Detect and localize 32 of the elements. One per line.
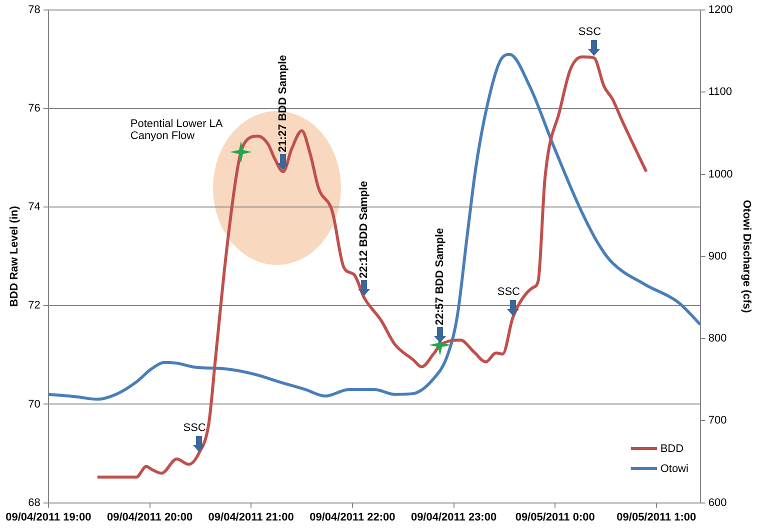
- x-tick-label: 09/04/2011 21:00: [208, 511, 294, 524]
- y-tick-label: 70: [28, 398, 40, 410]
- annotation: 21:27 BDD Sample: [277, 54, 290, 152]
- annotation: Potential Lower LA Canyon Flow: [130, 118, 224, 142]
- x-tick-label: 09/05/2011 1:00: [616, 511, 696, 524]
- y2-tick-label: 900: [708, 250, 727, 262]
- annotation: 22:12 BDD Sample: [358, 180, 370, 278]
- y2-tick-label: 1100: [708, 86, 732, 98]
- annotation: 22:57 BDD Sample: [434, 228, 446, 326]
- x-tick-label: 09/04/2011 23:00: [410, 511, 497, 524]
- y2-tick-label: 1200: [708, 4, 733, 16]
- y-tick-label: 76: [28, 102, 40, 115]
- legend-label: BDD: [660, 442, 684, 455]
- x-tick-label: 09/04/2011 22:00: [310, 511, 396, 524]
- y-axis-title: BDD Raw Level (in): [8, 206, 21, 307]
- y2-tick-label: 800: [708, 332, 727, 345]
- x-tick-label: 09/05/2011 0:00: [515, 511, 595, 524]
- x-tick-label: 09/04/2011 19:00: [6, 511, 92, 524]
- x-tick-label: 09/04/2011 20:00: [106, 511, 193, 524]
- y2-tick-label: 600: [708, 496, 727, 509]
- annotation: SSC: [497, 286, 520, 298]
- y-tick-label: 68: [28, 496, 40, 509]
- line-series: [96, 55, 648, 479]
- y-tick-label: 74: [28, 201, 40, 214]
- y-tick-label: 78: [28, 4, 40, 16]
- annotation: SSC: [183, 422, 206, 434]
- annotation: SSC: [578, 26, 602, 38]
- legend-label: Otowi: [660, 462, 688, 475]
- y2-axis-title: Otowi Discharge (cfs): [740, 200, 752, 314]
- y2-tick-label: 1000: [708, 168, 733, 180]
- y2-tick-label: 700: [708, 414, 727, 427]
- y-tick-label: 72: [28, 300, 40, 312]
